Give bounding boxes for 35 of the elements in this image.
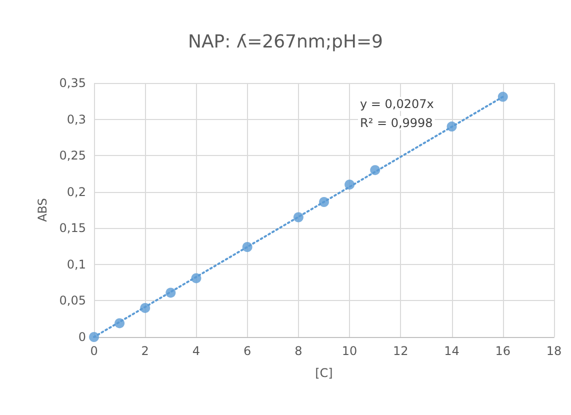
x-tick-label: 8 — [294, 344, 302, 358]
y-axis-title: ABS — [35, 198, 50, 222]
point — [140, 302, 150, 313]
x-tick-label: 6 — [244, 344, 252, 358]
point — [242, 242, 252, 252]
y-tick-label: 0,15 — [59, 221, 86, 236]
y-tick-label: 0,35 — [59, 76, 86, 90]
x-tick-label: 10 — [342, 344, 358, 358]
x-axis-title: [C] — [315, 366, 333, 380]
y-tick-label: 0,25 — [59, 148, 86, 163]
chart-title: NAP: ʎ=267nm;pH=9 — [188, 32, 384, 52]
annotation: R² = 0,9998 — [360, 116, 433, 130]
point — [191, 273, 202, 284]
x-tick-label: 4 — [192, 344, 200, 358]
x-tick-label: 14 — [444, 344, 460, 358]
y-tick-label: 0,1 — [66, 257, 86, 272]
annotation: y = 0,0207x — [360, 97, 434, 111]
point — [114, 318, 125, 328]
y-tick-label: 0 — [78, 330, 86, 344]
x-tick-label: 18 — [546, 344, 562, 358]
point — [319, 197, 329, 208]
point — [89, 332, 99, 342]
x-tick-label: 16 — [495, 344, 511, 358]
point — [370, 165, 380, 176]
x-tick-label: 2 — [141, 344, 149, 358]
point — [344, 180, 355, 190]
x-tick-label: 12 — [393, 344, 408, 358]
point — [498, 92, 508, 102]
point — [166, 288, 176, 298]
y-tick-label: 0,2 — [66, 184, 86, 199]
y-tick-label: 0,3 — [66, 112, 86, 126]
point — [293, 212, 304, 222]
point — [446, 122, 457, 132]
y-tick-label: 0,05 — [59, 294, 86, 308]
x-tick-label: 0 — [90, 344, 98, 358]
